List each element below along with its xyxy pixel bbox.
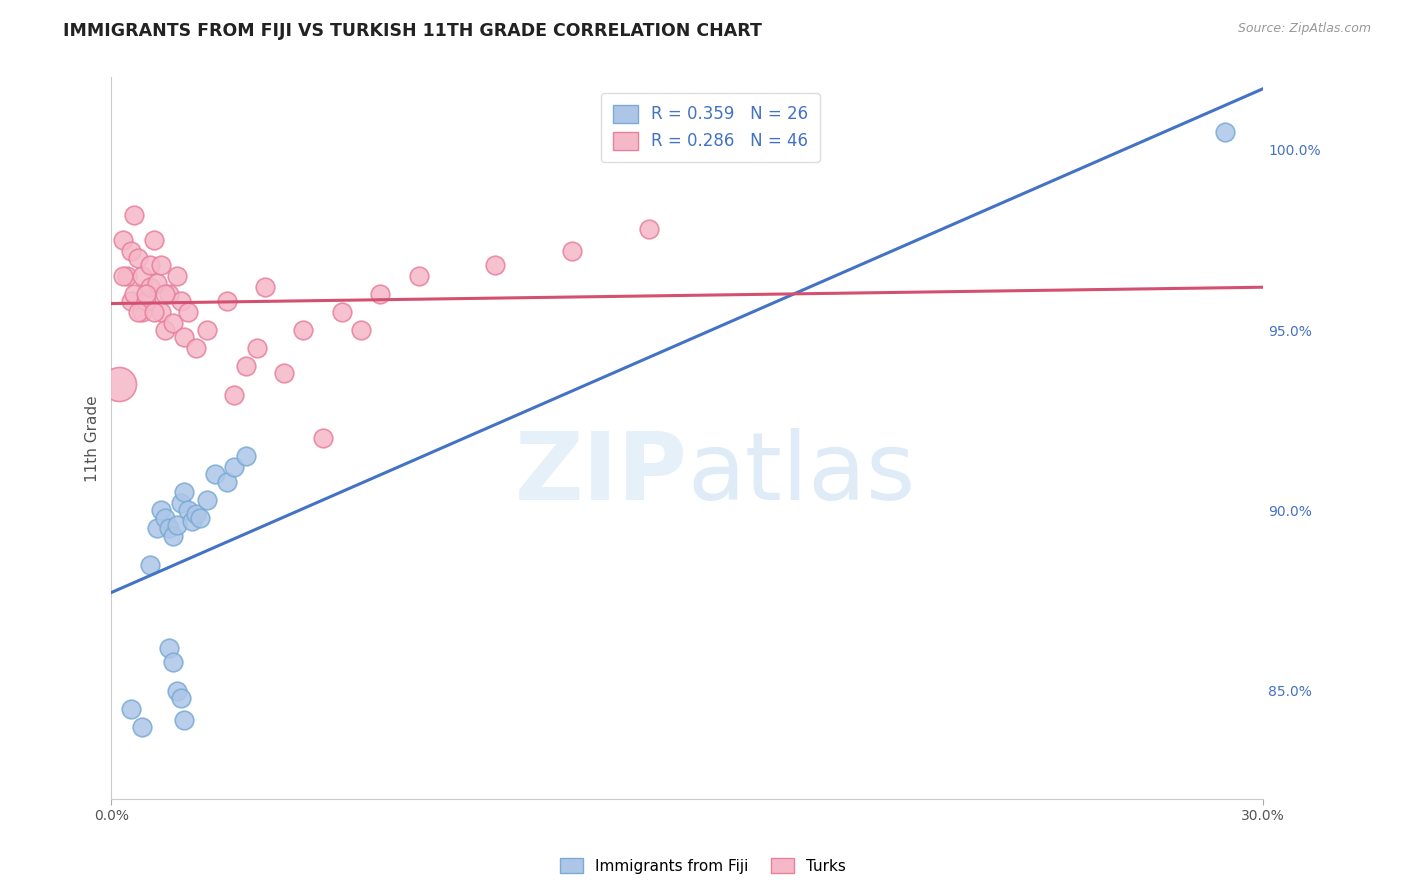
Point [235, 450, 257, 464]
Point [157, 640, 180, 655]
Point [120, 244, 142, 258]
Point [111, 233, 134, 247]
Point [162, 655, 184, 669]
Point [150, 305, 173, 319]
Point [131, 305, 153, 319]
Point [146, 521, 169, 535]
Point [224, 388, 246, 402]
Point [184, 341, 207, 355]
Point [153, 287, 176, 301]
Point [166, 517, 188, 532]
Point [131, 720, 153, 734]
Point [235, 359, 257, 373]
Point [150, 258, 173, 272]
Text: IMMIGRANTS FROM FIJI VS TURKISH 11TH GRADE CORRELATION CHART: IMMIGRANTS FROM FIJI VS TURKISH 11TH GRA… [63, 22, 762, 40]
Point [169, 496, 191, 510]
Point [127, 305, 149, 319]
Point [169, 294, 191, 309]
Point [139, 279, 162, 293]
Point [184, 507, 207, 521]
Point [150, 503, 173, 517]
Point [169, 691, 191, 706]
Point [330, 305, 353, 319]
Y-axis label: 11th Grade: 11th Grade [86, 395, 100, 482]
Point [177, 305, 200, 319]
Point [120, 294, 142, 309]
Point [173, 330, 195, 344]
Point [173, 713, 195, 727]
Point [153, 323, 176, 337]
Point [197, 323, 219, 337]
Point [124, 208, 146, 222]
Point [135, 294, 157, 309]
Text: atlas: atlas [688, 428, 915, 520]
Point [153, 510, 176, 524]
Text: Source: ZipAtlas.com: Source: ZipAtlas.com [1237, 22, 1371, 36]
Point [350, 323, 373, 337]
Point [142, 305, 165, 319]
Point [484, 258, 506, 272]
Legend: Immigrants from Fiji, Turks: Immigrants from Fiji, Turks [554, 852, 852, 880]
Point [162, 316, 184, 330]
Point [131, 268, 153, 283]
Point [273, 367, 295, 381]
Point [215, 475, 238, 489]
Point [638, 222, 661, 236]
Point [1213, 124, 1236, 138]
Point [177, 503, 200, 517]
Point [253, 279, 276, 293]
Point [142, 233, 165, 247]
Point [166, 683, 188, 698]
Point [408, 268, 430, 283]
Point [173, 485, 195, 500]
Point [120, 702, 142, 716]
Point [111, 268, 134, 283]
Point [197, 492, 219, 507]
Point [166, 268, 188, 283]
Point [139, 558, 162, 572]
Point [157, 287, 180, 301]
Point [311, 431, 333, 445]
Point [215, 294, 238, 309]
Point [246, 341, 269, 355]
Point [181, 514, 204, 528]
Point [108, 377, 131, 392]
Point [127, 251, 149, 265]
Point [162, 529, 184, 543]
Point [368, 287, 391, 301]
Point [292, 323, 315, 337]
Point [157, 521, 180, 535]
Point [135, 287, 157, 301]
Point [139, 258, 162, 272]
Point [124, 287, 146, 301]
Legend: R = 0.359   N = 26, R = 0.286   N = 46: R = 0.359 N = 26, R = 0.286 N = 46 [600, 93, 820, 162]
Point [204, 467, 226, 482]
Point [561, 244, 583, 258]
Point [115, 268, 138, 283]
Point [224, 460, 246, 475]
Point [188, 510, 211, 524]
Point [146, 276, 169, 290]
Text: ZIP: ZIP [515, 428, 688, 520]
